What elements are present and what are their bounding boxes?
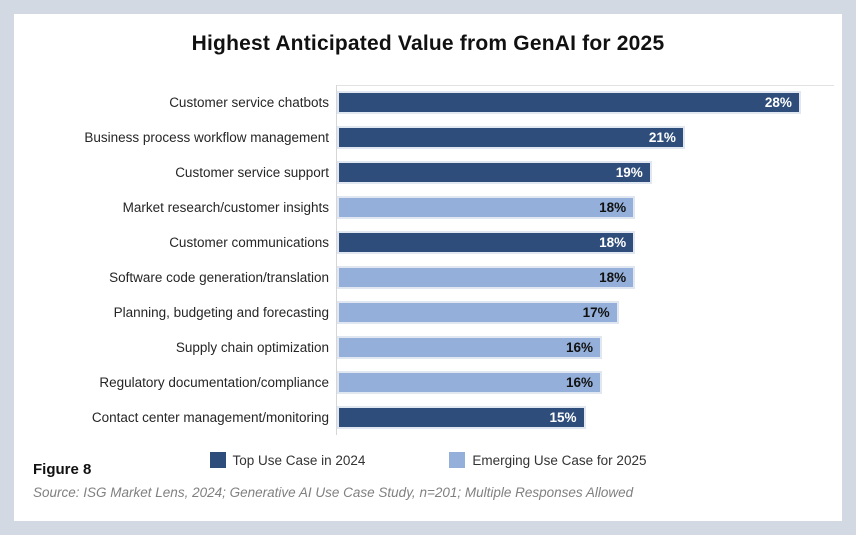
bar-track: 19% (336, 155, 834, 190)
category-label: Regulatory documentation/compliance (99, 375, 329, 390)
bar-top-2024: 19% (337, 161, 652, 184)
chart-row: Customer communications 18% (14, 225, 834, 260)
legend-label: Emerging Use Case for 2025 (472, 452, 647, 468)
legend-item: Emerging Use Case for 2025 (449, 452, 646, 468)
category-label: Customer service chatbots (169, 95, 329, 110)
bar-track: 16% (336, 365, 834, 400)
chart-row: Regulatory documentation/compliance 16% (14, 365, 834, 400)
legend-label: Top Use Case in 2024 (232, 452, 366, 468)
bar-top-2024: 18% (337, 231, 636, 254)
category-label: Market research/customer insights (122, 200, 329, 215)
legend-item: Top Use Case in 2024 (209, 452, 366, 468)
bar-track: 18% (336, 260, 834, 295)
chart-row: Customer service support 19% (14, 155, 834, 190)
bar-track: 18% (336, 225, 834, 260)
legend-swatch-top-2024 (209, 452, 226, 468)
bar-top-2024: 15% (337, 406, 586, 429)
figure-label: Figure 8 (33, 461, 92, 478)
bar-value-label: 15% (549, 410, 577, 425)
bar-value-label: 17% (582, 305, 610, 320)
chart-title: Highest Anticipated Value from GenAI for… (191, 32, 665, 55)
bar-chart: Customer service chatbots 28% Business pro… (14, 85, 834, 435)
bar-track: 17% (336, 295, 834, 330)
bar-emerging-2025: 18% (337, 266, 636, 289)
bar-value-label: 28% (764, 95, 792, 110)
bar-track: 15% (336, 400, 834, 435)
category-label: Customer communications (169, 235, 329, 250)
bar-value-label: 19% (615, 165, 643, 180)
bar-value-label: 18% (599, 200, 627, 215)
bar-track: 16% (336, 330, 834, 365)
legend: Top Use Case in 2024 Emerging Use Case fo… (14, 452, 842, 468)
chart-rows: Customer service chatbots 28% Business pro… (14, 85, 834, 435)
bar-track: 18% (336, 190, 834, 225)
chart-row: Business process workflow management 21% (14, 120, 834, 155)
source-note: Source: ISG Market Lens, 2024; Generativ… (33, 485, 634, 500)
bar-value-label: 16% (566, 375, 594, 390)
bar-emerging-2025: 18% (337, 196, 636, 219)
chart-row: Supply chain optimization 16% (14, 330, 834, 365)
bar-track: 21% (336, 120, 834, 155)
chart-row: Customer service chatbots 28% (14, 85, 834, 120)
chart-card: Highest Anticipated Value from GenAI for… (14, 14, 842, 521)
bar-emerging-2025: 16% (337, 336, 603, 359)
bar-emerging-2025: 16% (337, 371, 603, 394)
bar-value-label: 16% (566, 340, 594, 355)
bar-value-label: 18% (599, 270, 627, 285)
category-label: Contact center management/monitoring (91, 410, 329, 425)
chart-row: Contact center management/monitoring 15% (14, 400, 834, 435)
chart-row: Market research/customer insights 18% (14, 190, 834, 225)
category-label: Customer service support (175, 165, 329, 180)
legend-swatch-emerging-2025 (449, 452, 466, 468)
bar-track: 28% (336, 85, 834, 120)
bar-top-2024: 28% (337, 91, 801, 114)
category-label: Supply chain optimization (175, 340, 329, 355)
bar-emerging-2025: 17% (337, 301, 619, 324)
category-label: Software code generation/translation (109, 270, 329, 285)
bar-value-label: 18% (599, 235, 627, 250)
chart-row: Software code generation/translation 18% (14, 260, 834, 295)
chart-row: Planning, budgeting and forecasting 17% (14, 295, 834, 330)
bar-top-2024: 21% (337, 126, 685, 149)
category-label: Business process workflow management (84, 130, 329, 145)
category-label: Planning, budgeting and forecasting (113, 305, 329, 320)
plot-area-top-border (336, 85, 834, 86)
bar-value-label: 21% (648, 130, 676, 145)
